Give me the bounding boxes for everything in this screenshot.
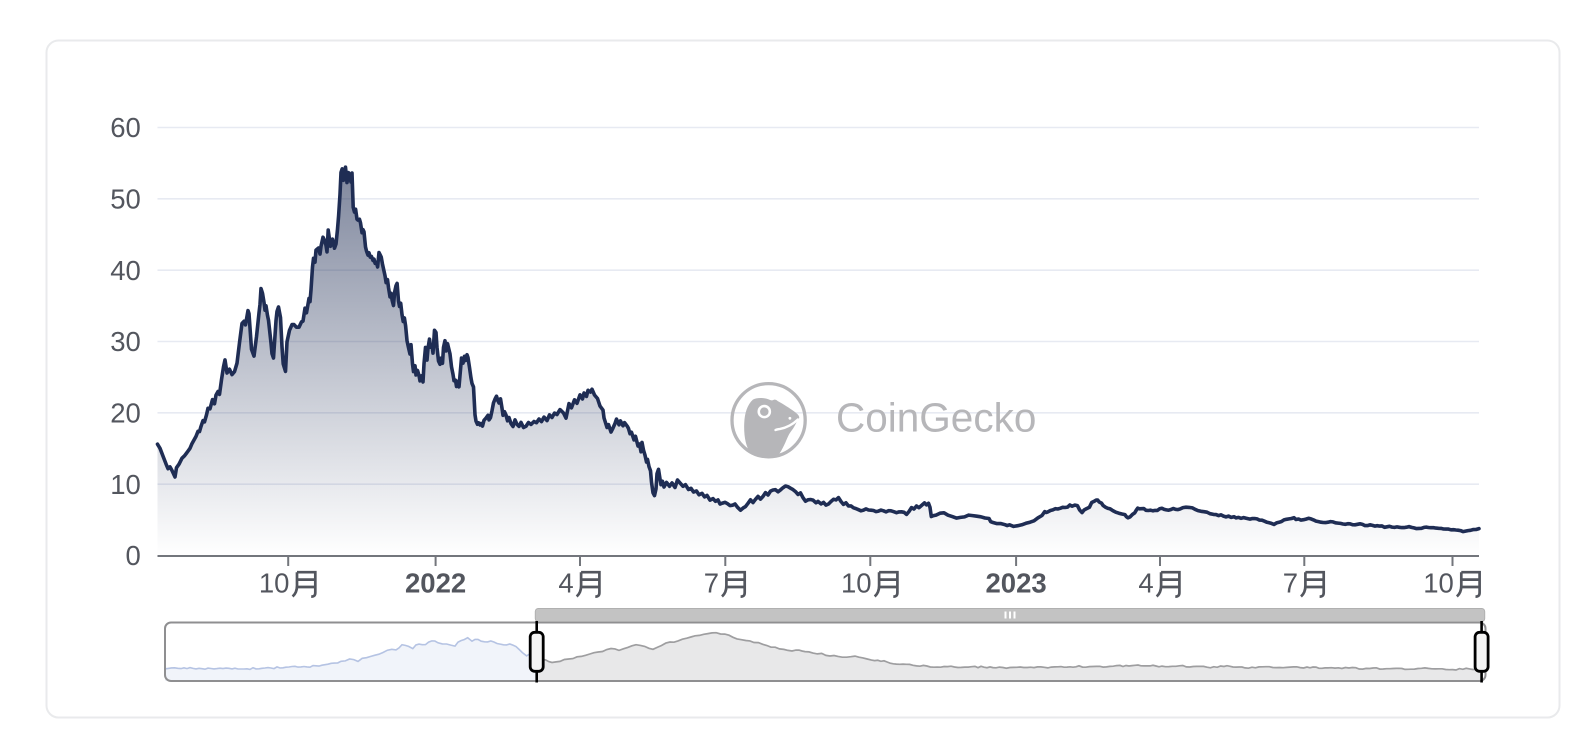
svg-text:10: 10 [841,568,872,599]
svg-text:50: 50 [110,184,141,215]
svg-text:0: 0 [126,540,141,571]
svg-text:60: 60 [110,112,141,143]
svg-text:30: 30 [110,326,141,357]
svg-text:40: 40 [110,255,141,286]
svg-text:4: 4 [1138,568,1153,599]
svg-text:2023: 2023 [986,568,1047,599]
svg-text:10: 10 [1423,568,1454,599]
svg-text:2022: 2022 [405,568,466,599]
svg-text:7: 7 [1283,568,1298,599]
svg-text:10: 10 [110,469,141,500]
svg-text:4: 4 [558,568,573,599]
svg-text:CoinGecko: CoinGecko [836,395,1036,441]
svg-text:7: 7 [704,568,719,599]
svg-text:10: 10 [259,568,290,599]
svg-text:20: 20 [110,398,141,429]
